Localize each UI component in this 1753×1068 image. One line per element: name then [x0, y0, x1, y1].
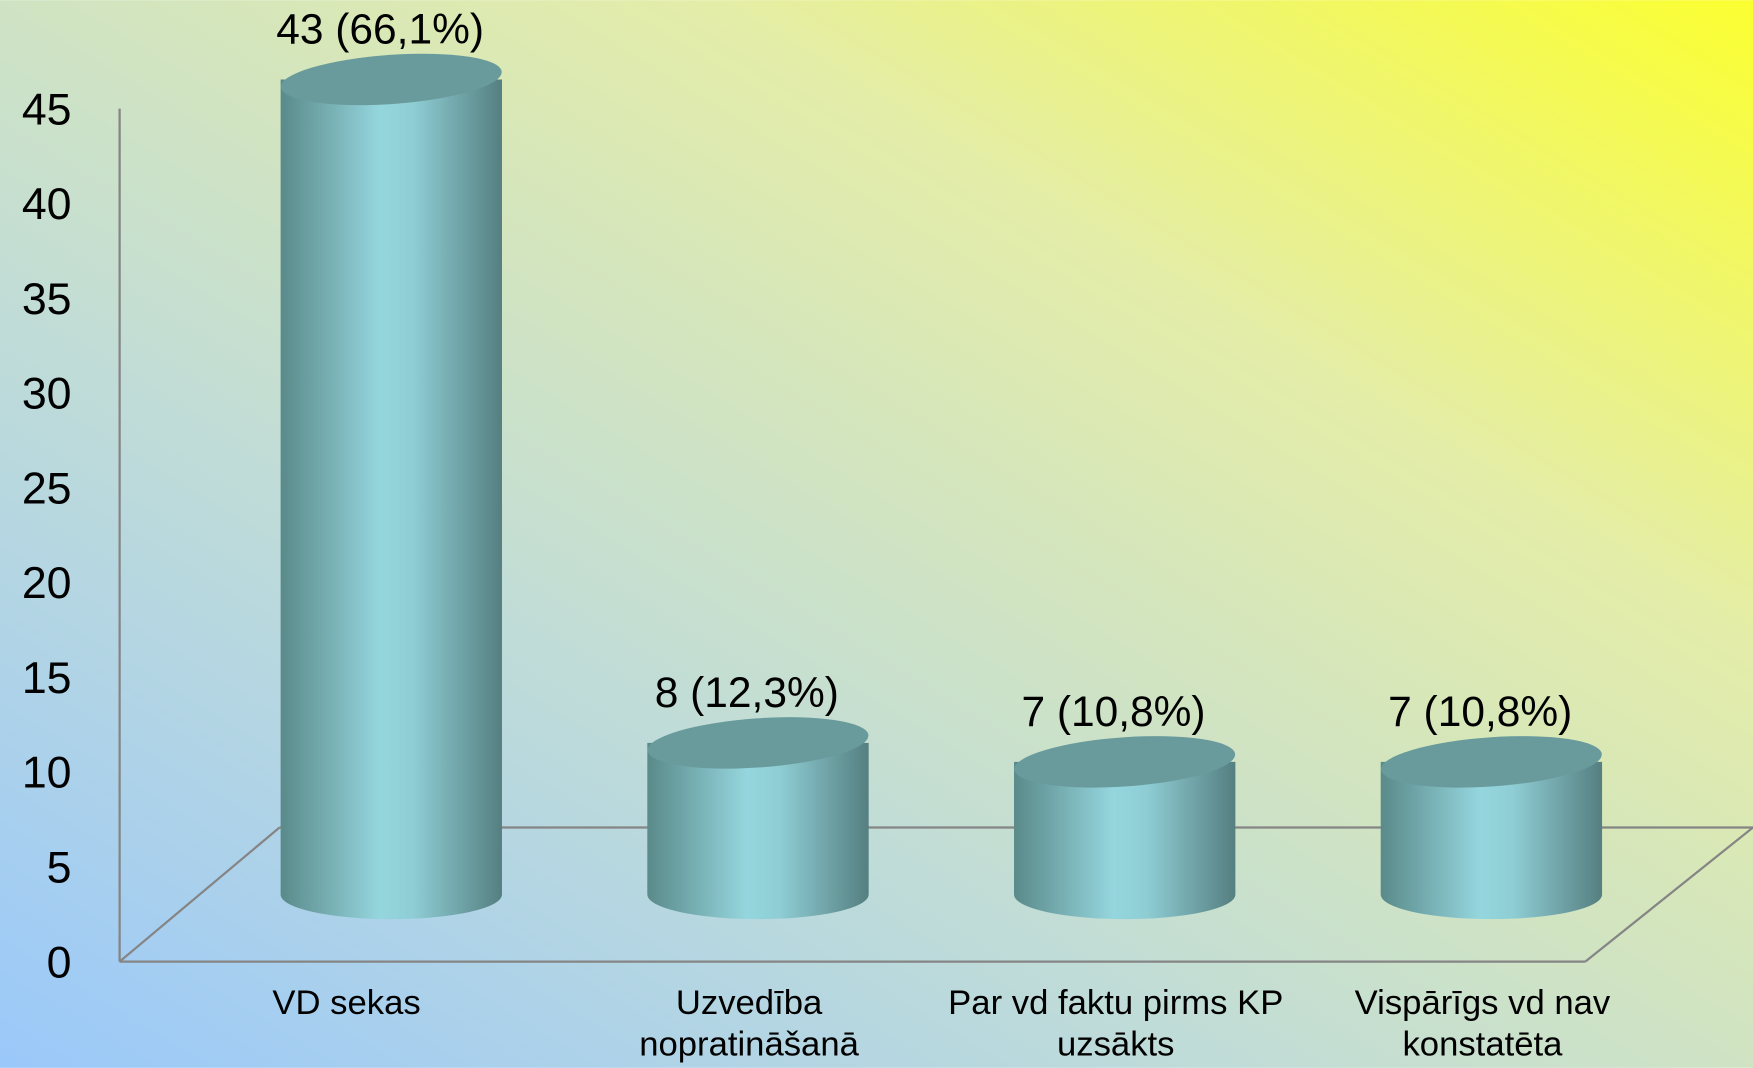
x-tick-label: Par vd faktu pirms KP uzsākts: [948, 982, 1284, 1064]
y-tick-label: 5: [47, 844, 72, 893]
bar: [1380, 761, 1603, 920]
y-tick-label: 10: [22, 749, 72, 798]
x-tick-label: VD sekas: [272, 982, 421, 1023]
x-tick-label-box: Vispārīgs vd nav konstatēta: [1354, 982, 1611, 1064]
bar: [647, 742, 869, 920]
bar-top: [1380, 736, 1602, 788]
value-label: 8 (12,3%): [655, 670, 839, 717]
bar-top: [647, 717, 869, 769]
y-tick-label: 40: [22, 180, 72, 229]
value-label: 7 (10,8%): [1388, 689, 1572, 736]
floor-right: [1584, 826, 1753, 963]
y-tick-label: 45: [22, 85, 72, 134]
value-label: 43 (66,1%): [276, 7, 484, 54]
x-tick-label-box: Uzvedība nopratināšanā: [639, 982, 859, 1064]
floor-left: [118, 826, 281, 963]
bar-top: [1014, 736, 1236, 788]
y-tick-label: 25: [22, 464, 72, 513]
y-tick-label: 35: [22, 275, 72, 324]
y-tick-label: 30: [22, 370, 72, 419]
y-tick-label: 20: [22, 559, 72, 608]
x-tick-label-box: Par vd faktu pirms KP uzsākts: [948, 982, 1284, 1064]
value-label: 7 (10,8%): [1021, 689, 1205, 736]
bar: [1014, 761, 1236, 920]
x-tick-label: Vispārīgs vd nav konstatēta: [1354, 982, 1611, 1064]
y-tick-label: 0: [47, 938, 72, 987]
y-tick-label: 15: [22, 654, 72, 703]
x-tick-label-box: VD sekas: [272, 982, 421, 1023]
bar: [280, 79, 502, 920]
bar-top: [280, 53, 502, 106]
x-tick-label: Uzvedība nopratināšanā: [639, 982, 859, 1064]
